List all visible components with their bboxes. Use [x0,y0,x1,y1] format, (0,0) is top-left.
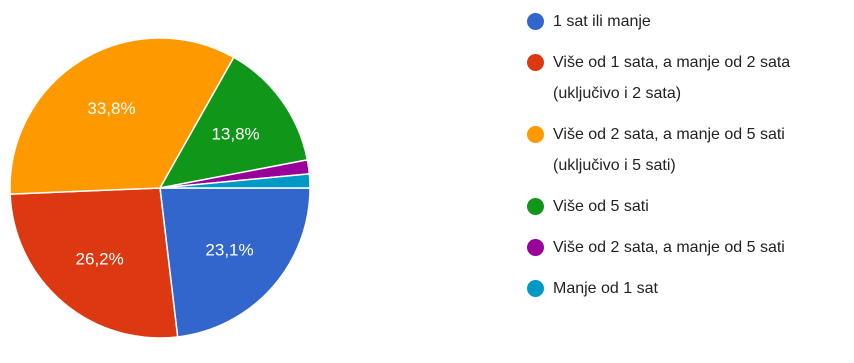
slice-label-3: 33,8% [87,99,135,118]
legend-item-2: Više od 1 sata, a manje od 2 sata (uklju… [527,47,849,109]
legend-item-4: Više od 5 sati [527,191,849,222]
legend-dot-icon [527,239,544,256]
legend-item-1: 1 sat ili manje [527,6,849,37]
legend-item-5: Više od 2 sata, a manje od 5 sati [527,232,849,263]
legend-label: Manje od 1 sat [553,280,658,297]
slice-label-2: 26,2% [76,249,124,268]
legend-dot-icon [527,198,544,215]
legend-dot-icon [527,54,544,71]
legend-item-3: Više od 2 sata, a manje od 5 sati (uklju… [527,119,849,181]
legend-item-6: Manje od 1 sat [527,273,849,304]
legend-dot-icon [527,126,544,143]
legend-label: Više od 2 sata, a manje od 5 sati (uklju… [553,126,785,174]
pie-slice-4 [158,56,309,190]
pie-slice-2 [9,187,179,339]
legend-dot-icon [527,13,544,30]
slice-label-1: 23,1% [205,240,253,259]
slice-label-4: 13,8% [211,124,259,143]
legend-label: Više od 1 sata, a manje od 2 sata (uklju… [553,54,791,102]
legend-label: 1 sat ili manje [553,13,651,30]
pie-chart: 23,1% 26,2% 33,8% 13,8% [9,37,311,339]
legend: 1 sat ili manje Više od 1 sata, a manje o… [527,6,849,314]
legend-label: Više od 2 sata, a manje od 5 sati [553,239,785,256]
legend-label: Više od 5 sati [553,198,649,215]
pie-slice-1 [159,187,311,338]
pie-slice-6 [159,173,311,189]
legend-dot-icon [527,280,544,297]
